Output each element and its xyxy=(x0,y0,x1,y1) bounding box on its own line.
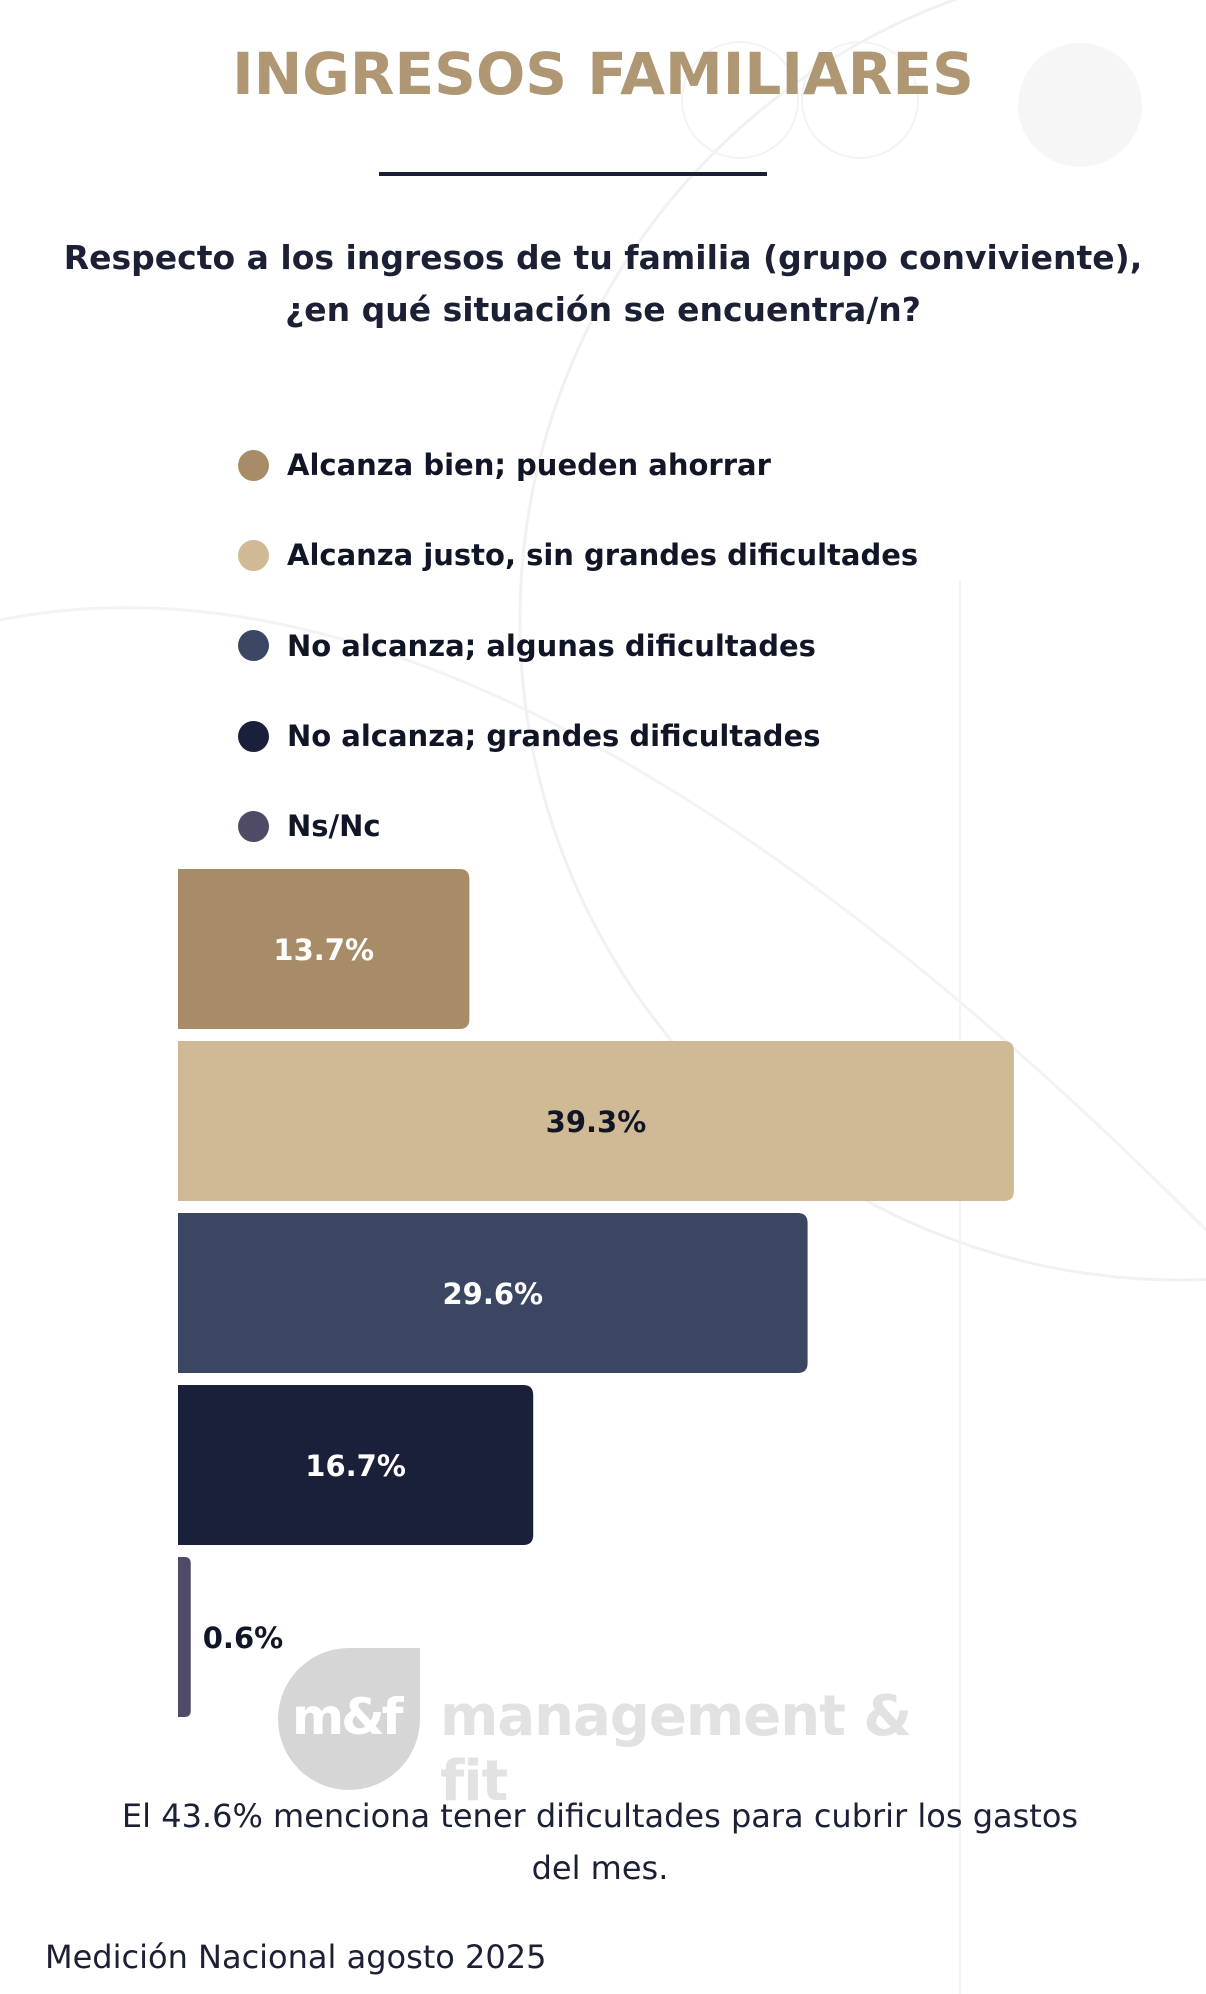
legend-dot-icon xyxy=(238,630,269,662)
bar-1 xyxy=(178,869,470,1029)
legend-dot-icon xyxy=(238,720,269,752)
legend-dot-icon xyxy=(238,449,269,481)
brand-logo-icon: m&f xyxy=(278,1648,420,1790)
legend-label: Ns/Nc xyxy=(287,809,381,844)
title-divider xyxy=(379,172,767,176)
brand-watermark: m&f management & fit xyxy=(278,1648,978,1814)
legend-label: No alcanza; algunas dificultades xyxy=(287,628,816,663)
legend-item: Alcanza justo, sin grandes dificultades xyxy=(238,510,918,600)
brand-name: management & fit xyxy=(440,1684,912,1814)
bar-4 xyxy=(178,1385,534,1545)
bar-value-label: 39.3% xyxy=(546,1105,647,1139)
legend-label: No alcanza; grandes dificultades xyxy=(287,719,821,754)
legend-label: Alcanza bien; pueden ahorrar xyxy=(287,448,771,483)
page-title: INGRESOS FAMILIARES xyxy=(232,40,974,108)
legend-item: No alcanza; grandes dificultades xyxy=(238,691,918,781)
bar-value-label: 16.7% xyxy=(305,1449,406,1483)
legend-dot-icon xyxy=(238,810,269,842)
survey-question: Respecto a los ingresos de tu familia (g… xyxy=(63,238,1143,329)
bar-value-label: 13.7% xyxy=(273,933,374,967)
legend-item: Alcanza bien; pueden ahorrar xyxy=(238,420,918,510)
legend-item: No alcanza; algunas dificultades xyxy=(238,601,918,691)
summary-note: El 43.6% menciona tener dificultades par… xyxy=(121,1797,1079,1887)
source-footer: Medición Nacional agosto 2025 xyxy=(45,1938,547,1976)
bar-value-label: 0.6% xyxy=(203,1621,283,1655)
bar-2 xyxy=(178,1041,1014,1201)
legend-label: Alcanza justo, sin grandes dificultades xyxy=(287,538,919,573)
chart-legend: Alcanza bien; pueden ahorrar Alcanza jus… xyxy=(238,420,918,871)
bar-5 xyxy=(178,1557,191,1717)
legend-dot-icon xyxy=(238,539,269,571)
bar-3 xyxy=(178,1213,808,1373)
bar-value-label: 29.6% xyxy=(442,1277,543,1311)
legend-item: Ns/Nc xyxy=(238,781,918,871)
